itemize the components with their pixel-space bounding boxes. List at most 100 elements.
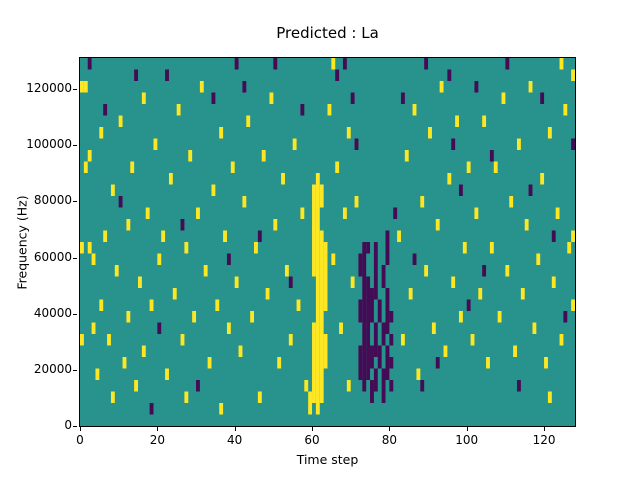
heatmap-cell [319,391,324,403]
heatmap-cell [358,265,363,277]
heatmap-cell [196,207,200,219]
heatmap-cell [370,345,374,357]
heatmap-cell [339,322,343,334]
heatmap-cell [315,299,320,311]
y-tick-mark [73,145,77,147]
heatmap-cell [524,219,529,231]
heatmap-cell [373,334,378,346]
x-tick-label: 60 [304,433,320,447]
heatmap-cell [370,391,374,403]
heatmap-cell [528,81,533,93]
heatmap-cell [458,184,463,196]
heatmap-cell [315,219,320,231]
heatmap-cell [455,115,459,127]
heatmap-cell [466,161,471,173]
heatmap-cell [331,253,336,265]
x-tick-mark [234,427,236,431]
heatmap-cell [80,81,84,93]
heatmap-cell [354,196,359,208]
heatmap-cell [358,357,363,369]
heatmap-cell [474,81,479,93]
heatmap-cell [366,242,371,254]
heatmap-cell [350,92,355,104]
heatmap-cell [110,184,115,196]
heatmap-cell [265,288,270,300]
heatmap-cell [400,92,405,104]
heatmap-cell [482,115,487,127]
heatmap-cell [478,288,483,300]
heatmap-cell [404,150,409,162]
heatmap-cell [501,92,506,104]
heatmap-cell [122,357,127,369]
heatmap-cell [319,345,324,357]
heatmap-cell [424,58,429,70]
heatmap-cell [312,345,316,357]
heatmap-cell [497,311,502,323]
heatmap-cell [184,242,189,254]
heatmap-cell [308,403,313,415]
heatmap-cell [99,127,104,139]
x-tick-mark [80,427,81,431]
heatmap-cell [319,322,324,334]
heatmap-cell [370,299,374,311]
heatmap-cell [192,311,197,323]
heatmap-cell [505,58,510,70]
heatmap-cell [323,299,328,311]
heatmap-cell [435,219,440,231]
heatmap-cell [315,391,320,403]
heatmap-cell [393,207,398,219]
heatmap-cell [157,253,162,265]
heatmap-cell [304,380,309,392]
heatmap-cell [219,403,224,415]
heatmap-cell [373,253,378,265]
heatmap-cell [168,173,173,185]
heatmap-cell [323,357,328,369]
heatmap-cell [315,311,320,323]
heatmap-cell [559,334,564,346]
heatmap-cell [292,138,297,150]
x-tick-label: 120 [532,433,556,447]
heatmap-cell [366,322,371,334]
heatmap-cell [443,345,448,357]
heatmap-cell [315,242,320,254]
heatmap-cell [470,334,475,346]
heatmap-cell [381,322,386,334]
heatmap-cell [474,207,479,219]
y-tick-mark [73,369,77,371]
heatmap-cell [435,357,440,369]
heatmap-cell [312,368,316,380]
heatmap-cell [315,230,320,242]
heatmap-cell [416,368,421,380]
heatmap-cell [126,311,131,323]
y-tick-mark [73,89,77,91]
heatmap-cell [362,322,367,334]
heatmap-cell [315,265,320,277]
heatmap-cell [234,58,239,70]
heatmap-cell [373,276,378,288]
heatmap-cell [335,69,340,81]
heatmap-cell [342,207,347,219]
heatmap-cell [141,345,146,357]
heatmap-cell [134,380,139,392]
heatmap-cell [385,357,390,369]
heatmap-cell [312,357,316,369]
heatmap-cell [83,81,88,93]
heatmap-cell [551,276,556,288]
heatmap-cell [199,81,204,93]
heatmap-cell [536,253,541,265]
heatmap-cell [385,230,390,242]
heatmap-cell [103,104,108,116]
x-tick-label: 80 [381,433,398,447]
heatmap-cell [323,242,328,254]
heatmap-cell [451,276,456,288]
heatmap-cell [273,58,278,70]
heatmap-cell [362,334,367,346]
heatmap-cell [284,265,289,277]
heatmap-cell [312,265,316,277]
heatmap-cell [315,207,320,219]
heatmap-cell [319,242,324,254]
heatmap-cell [346,127,351,139]
heatmap-cell [389,334,394,346]
heatmap-cell [370,288,374,300]
heatmap-cell [540,92,545,104]
